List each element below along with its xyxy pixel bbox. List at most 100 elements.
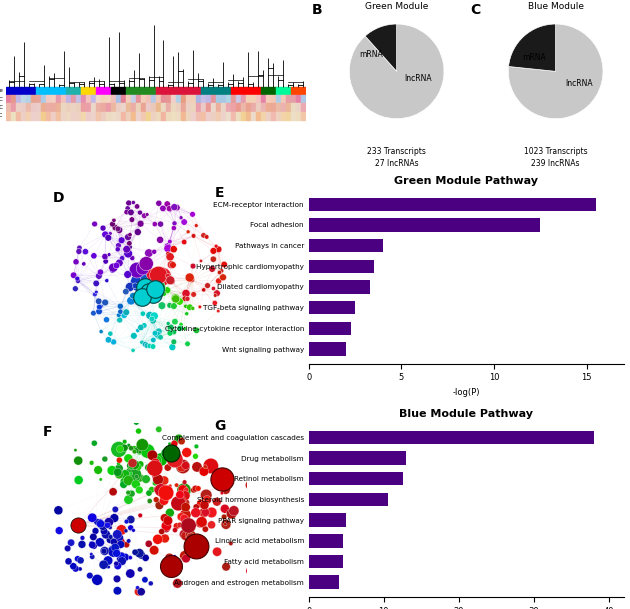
Point (161, 524, 171, 533)
Point (123, 248, 133, 258)
Point (104, 517, 114, 527)
Point (221, 562, 231, 572)
Point (125, 282, 135, 292)
Point (134, 426, 144, 436)
Point (211, 241, 221, 251)
Point (180, 510, 190, 519)
Point (151, 453, 161, 463)
Bar (186, 95, 191, 104)
Bar (26, 95, 32, 104)
Point (132, 471, 142, 481)
Point (88, 532, 98, 542)
Bar (166, 111, 171, 120)
Point (181, 502, 191, 512)
Point (182, 502, 192, 512)
Bar (295, 95, 301, 104)
Bar (211, 104, 216, 111)
Point (112, 530, 122, 540)
Point (245, 481, 255, 490)
Point (135, 208, 145, 217)
Bar (295, 104, 301, 111)
Bar (291, 95, 295, 104)
Point (195, 302, 205, 312)
Point (162, 286, 172, 295)
Point (133, 227, 143, 237)
Point (151, 495, 161, 504)
Bar (309, 431, 593, 444)
Bar (171, 111, 176, 120)
Bar (231, 86, 246, 95)
Point (183, 294, 193, 304)
Point (175, 464, 185, 474)
Point (152, 330, 163, 340)
Title: Blue Module Pathway: Blue Module Pathway (399, 409, 533, 419)
Bar (106, 95, 111, 104)
Point (167, 451, 177, 460)
Point (152, 290, 163, 300)
Point (101, 530, 111, 540)
Point (150, 328, 160, 338)
Point (115, 533, 125, 543)
Point (166, 561, 176, 571)
Point (104, 250, 114, 259)
Point (166, 260, 176, 270)
Point (87, 513, 97, 523)
Point (176, 462, 186, 472)
Point (177, 461, 187, 471)
Point (147, 485, 157, 495)
Bar (71, 104, 76, 111)
Point (123, 476, 134, 485)
Point (138, 264, 148, 273)
Point (133, 326, 143, 336)
Bar (131, 104, 136, 111)
Point (123, 495, 134, 504)
Point (171, 294, 181, 303)
Point (147, 314, 157, 324)
Point (126, 296, 136, 306)
Point (220, 485, 231, 495)
Bar (26, 111, 32, 120)
Bar (281, 111, 286, 120)
Bar (221, 95, 226, 104)
Bar (81, 111, 86, 120)
Bar (106, 111, 111, 120)
Point (146, 579, 156, 588)
Point (154, 270, 164, 280)
Point (126, 469, 136, 479)
Bar (206, 104, 211, 111)
Point (198, 285, 209, 295)
Title: Blue Module: Blue Module (528, 2, 583, 12)
Point (163, 271, 173, 281)
Point (192, 442, 202, 451)
Bar (246, 95, 251, 104)
Bar (116, 111, 121, 120)
Point (157, 301, 167, 311)
Bar (181, 104, 186, 111)
Point (148, 315, 158, 325)
Point (159, 289, 169, 298)
Point (169, 219, 180, 228)
Bar (156, 95, 161, 104)
Point (126, 462, 136, 471)
Bar (66, 104, 71, 111)
Point (175, 520, 185, 530)
Point (90, 289, 100, 299)
Bar (246, 111, 251, 120)
Point (191, 508, 201, 518)
Point (150, 219, 160, 229)
Bar (206, 95, 211, 104)
Bar (101, 104, 106, 111)
Point (169, 337, 179, 347)
Bar (126, 86, 141, 95)
Point (110, 223, 120, 233)
Point (144, 488, 154, 498)
Point (159, 476, 169, 485)
Point (171, 294, 181, 304)
Bar (251, 111, 256, 120)
Point (145, 446, 155, 456)
Point (188, 485, 198, 495)
Point (81, 247, 91, 256)
Point (157, 527, 167, 537)
Point (132, 266, 142, 275)
Point (181, 554, 191, 563)
